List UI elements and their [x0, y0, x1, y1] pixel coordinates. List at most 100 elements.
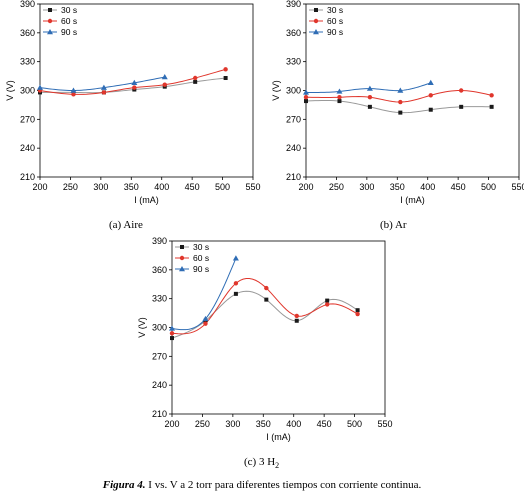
chart2-y-tick-label: 390 [286, 0, 301, 9]
chart1-series-1-point [101, 90, 107, 95]
chart3-series-1-point [203, 321, 208, 326]
chart3-series-0-point [355, 308, 360, 313]
chart2-series-1-point [489, 93, 494, 98]
chart3-series-0-point [294, 318, 299, 323]
chart1-series-2-point [100, 84, 107, 90]
chart3-series-0-point [264, 297, 269, 302]
chart2-x-tick-label: 450 [451, 182, 466, 192]
chart3-legend-marker-1 [179, 255, 185, 261]
chart2-series-1-point [367, 95, 373, 100]
chart1-x-tick-label: 550 [245, 182, 260, 192]
chart1-x-tick-label: 500 [215, 182, 230, 192]
chart3-y-tick-label: 300 [152, 323, 167, 333]
chart2-series-0-point [367, 104, 372, 109]
chart3-x-tick-label: 250 [195, 419, 210, 429]
chart2-legend-label-2: 90 s [327, 27, 343, 37]
chart1-series-2-point [37, 84, 43, 90]
chart2-x-axis-label: I (mA) [400, 195, 425, 205]
chart2-series-1-point [458, 88, 464, 93]
chart2-series-0-point [489, 104, 494, 109]
chart2-legend-marker-1 [313, 18, 319, 24]
chart1-y-tick-label: 270 [20, 114, 35, 124]
chart1-y-tick-label: 210 [20, 172, 35, 182]
chart1-legend-label-0: 30 s [61, 5, 77, 15]
subcaption-c: (c) 3 H2 [244, 456, 279, 470]
chart3-series-1-point [294, 313, 299, 319]
chart1-legend-marker-1 [47, 18, 53, 24]
chart3-x-tick-label: 400 [286, 419, 301, 429]
chart3-legend-label-1: 60 s [193, 253, 209, 263]
chart3-series-2-point [202, 315, 209, 322]
chart1-legend-label-1: 60 s [61, 16, 77, 26]
chart2-y-axis-label: V (V) [271, 80, 281, 101]
subcaption-c-text: (c) 3 H [244, 456, 276, 468]
chart2-legend-marker-2 [313, 29, 319, 35]
chart1-series-1-point [192, 75, 198, 81]
chart1-y-tick-label: 390 [20, 0, 35, 9]
chart3-legend-label-0: 30 s [193, 242, 209, 252]
chart1-series-1-point [162, 82, 167, 87]
chart3-x-tick-label: 350 [256, 419, 271, 429]
chart2-series-2-point [366, 85, 373, 91]
chart2-legend-marker-0 [314, 8, 318, 12]
chart2-series-2-point [427, 79, 434, 86]
chart1-y-axis-label: V (V) [5, 80, 15, 101]
chart3-series-1-point [324, 302, 330, 307]
chart3-series-1-point [169, 331, 175, 336]
chart2-x-tick-label: 400 [420, 182, 435, 192]
chart2-series-1-point [303, 95, 309, 100]
chart3-y-tick-label: 240 [152, 380, 167, 390]
chart2-series-0-point [459, 104, 464, 109]
chart2-x-tick-label: 350 [390, 182, 405, 192]
chart1-series-0-point [223, 76, 228, 81]
chart1-x-tick-label: 300 [93, 182, 108, 192]
chart2-series-2-point [303, 89, 309, 95]
chart2-y-tick-label: 210 [286, 172, 301, 182]
figure-caption-text: I vs. V a 2 torr para diferentes tiempos… [148, 479, 422, 491]
chart3-x-tick-label: 500 [347, 419, 362, 429]
chart1-series-0-point [193, 79, 198, 84]
chart2-series-0-point [337, 99, 342, 104]
chart3-y-tick-label: 330 [152, 294, 167, 304]
chart3-series-1-point [233, 281, 239, 286]
chart3-series-2-point [232, 255, 239, 261]
chart3-y-tick-label: 390 [152, 236, 167, 246]
chart1-x-tick-label: 200 [32, 182, 47, 192]
chart1-x-tick-label: 250 [63, 182, 78, 192]
subcaption-b: (b) Ar [380, 219, 407, 231]
chart3-y-tick-label: 210 [152, 409, 167, 419]
chart1-series-2-point [161, 74, 168, 80]
chart3-series-0-point [325, 298, 330, 303]
chart2-x-tick-label: 200 [298, 182, 313, 192]
chart1-legend-marker-2 [47, 29, 53, 35]
chart2-series-0-point [398, 110, 403, 115]
chart1-legend-label-2: 90 s [61, 27, 77, 37]
chart1-x-axis-label: I (mA) [134, 195, 159, 205]
chart2-series-0-point [428, 107, 433, 112]
chart2-x-tick-label: 300 [359, 182, 374, 192]
chart3-x-tick-label: 450 [317, 419, 332, 429]
chart3-legend-marker-0 [180, 245, 184, 249]
figure-caption-label: Figura 4. [102, 479, 146, 491]
chart1-y-tick-label: 360 [20, 28, 35, 38]
chart3-series-1-point [355, 311, 360, 317]
chart2-series-1-point [398, 99, 403, 105]
chart3-legend-marker-2 [179, 266, 185, 272]
chart2-y-tick-label: 240 [286, 143, 301, 153]
chart2-series-0-point [304, 99, 308, 104]
chart3-y-axis-label: V (V) [137, 317, 147, 338]
chart3-series-0-point [170, 336, 174, 341]
chart1-series-1-point [223, 67, 228, 72]
chart2-y-tick-label: 270 [286, 114, 301, 124]
chart3-x-tick-label: 300 [225, 419, 240, 429]
chart2-x-tick-label: 250 [329, 182, 344, 192]
chart3-y-tick-label: 360 [152, 265, 167, 275]
chart1-y-tick-label: 240 [20, 143, 35, 153]
chart2-legend-label-1: 60 s [327, 16, 343, 26]
chart2-x-tick-label: 550 [511, 182, 524, 192]
figure-caption: Figura 4. I vs. V a 2 torr para diferent… [0, 479, 524, 491]
chart2-series-2-line [305, 82, 431, 93]
chart2-series-2-point [397, 87, 404, 93]
chart3-x-axis-label: I (mA) [266, 432, 291, 442]
chart3-x-tick-label: 550 [377, 419, 392, 429]
